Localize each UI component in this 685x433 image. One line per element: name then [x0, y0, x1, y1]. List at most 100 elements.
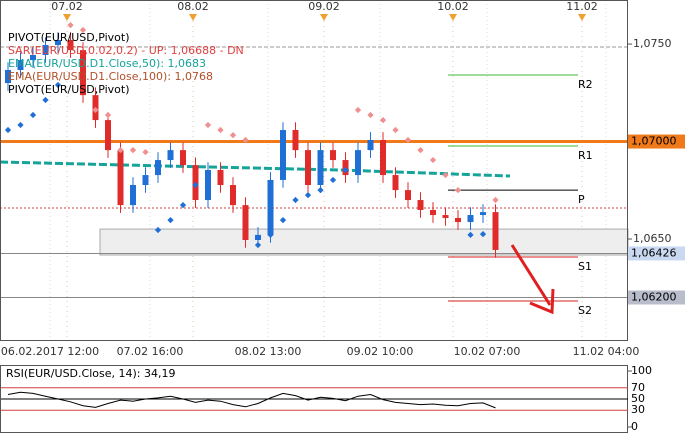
candle-body: [30, 54, 36, 61]
candle-body: [305, 150, 311, 186]
candle-body: [480, 212, 486, 216]
candle-body: [455, 217, 461, 223]
sar-dot: [254, 241, 262, 249]
candle-body: [5, 69, 11, 84]
sar-dot: [217, 126, 224, 134]
candle-body: [405, 190, 411, 201]
candle-body: [492, 212, 499, 250]
x-tick-label: 10.02 07:00: [454, 345, 521, 358]
price-tag: [628, 134, 685, 149]
legend-entry: EMA(EUR/USD.D1.Close,50): 1,0683: [8, 57, 206, 70]
ema-line: [0, 160, 511, 178]
pivot-label: P: [578, 193, 585, 206]
pivot-label: R2: [578, 78, 593, 91]
y-tick-label: 1,0750: [633, 37, 672, 50]
rsi-title: RSI(EUR/USD.Close, 14): 34,19: [6, 367, 175, 380]
legend-entry: EMA(EUR/USD.D1.Close,100): 1,0768: [8, 70, 213, 83]
top-date-label: 08.02: [177, 0, 209, 13]
candle-body: [430, 209, 436, 216]
sar-dot: [92, 106, 99, 114]
sar-dot: [104, 111, 112, 119]
sar-dot: [242, 136, 249, 144]
candle-body: [317, 150, 324, 186]
candle-body: [255, 234, 261, 240]
legend-entry: PIVOT(EUR/USD,Pivot): [8, 31, 130, 44]
sar-dot: [67, 22, 74, 29]
candle-body: [105, 120, 111, 151]
candle-body: [80, 50, 86, 96]
candle-body: [205, 170, 211, 201]
sar-dot: [204, 121, 212, 129]
sar-dot: [417, 147, 424, 154]
top-date-label: 07.02: [51, 0, 83, 13]
candle-body: [442, 215, 449, 218]
rsi-tick-label: 70: [631, 381, 645, 394]
candle-body: [417, 200, 424, 210]
x-tick-label: 06.02.2017 12:00: [1, 345, 99, 358]
legend-entry: PIVOT(EUR/USD,Pivot): [8, 83, 130, 96]
x-tick-label: 11.02 04:00: [573, 345, 640, 358]
candle-body: [467, 215, 474, 223]
pivot-label: S2: [578, 304, 592, 317]
candle-body: [392, 175, 399, 191]
candle-body: [42, 45, 49, 55]
candle-body: [380, 139, 386, 176]
date-marker: [449, 14, 457, 21]
sar-dot: [42, 96, 49, 104]
sar-dot: [179, 201, 187, 209]
y-tick-label: 1,0650: [633, 232, 672, 245]
candle-body: [292, 130, 299, 151]
sar-dot: [167, 216, 174, 224]
rsi-tick-label: 100: [631, 364, 652, 377]
annotation-arrow-head: [529, 288, 555, 315]
x-tick-label: 07.02 16:00: [117, 345, 184, 358]
candle-body: [217, 170, 224, 186]
sar-dot: [142, 148, 149, 156]
top-date-label: 10.02: [437, 0, 469, 13]
sar-dot: [229, 131, 237, 139]
annotation-arrow: [510, 244, 552, 306]
rsi-line: [7, 391, 496, 409]
price-tag: [628, 290, 685, 305]
sar-dot: [54, 81, 62, 89]
price-tag: [628, 246, 685, 261]
candle-body: [67, 39, 74, 51]
candle-body: [55, 39, 61, 46]
price-tag-label: 1,06200: [631, 291, 677, 304]
date-marker: [189, 14, 197, 21]
rsi-tick-label: 0: [631, 420, 638, 433]
legend-entry: SAR(EUR/USD,0.02,0.2) - UP: 1,06688 - DN: [8, 44, 244, 57]
sar-dot: [154, 226, 162, 234]
price-tag-label: 1,07000: [631, 135, 677, 148]
date-marker: [578, 14, 586, 21]
candle-body: [167, 150, 174, 161]
price-tag-label: 1,06426: [631, 246, 677, 259]
candle-body: [242, 205, 249, 240]
candle-body: [17, 60, 24, 70]
candle-body: [330, 150, 336, 161]
date-marker: [63, 14, 71, 21]
x-tick-label: 09.02 10:00: [347, 345, 414, 358]
top-date-label: 09.02: [308, 0, 340, 13]
candle-body: [180, 150, 186, 166]
top-date-label: 11.02: [566, 0, 598, 13]
candle-body: [267, 179, 274, 235]
date-marker: [320, 14, 328, 21]
sar-dot: [29, 111, 37, 119]
pivot-label: R1: [578, 149, 593, 162]
candle-body: [230, 185, 236, 206]
candle-body: [130, 185, 136, 206]
candle-body: [117, 150, 124, 206]
rsi-tick-label: 50: [631, 392, 645, 405]
x-tick-label: 08.02 13:00: [235, 345, 302, 358]
candle-body: [280, 130, 286, 180]
candle-body: [142, 175, 149, 186]
support-zone: [99, 228, 629, 256]
candle-body: [367, 139, 374, 151]
price-frame: [0, 0, 628, 341]
rsi-tick-label: 30: [631, 403, 645, 416]
candle-body: [355, 150, 361, 176]
candle-body: [155, 160, 161, 176]
